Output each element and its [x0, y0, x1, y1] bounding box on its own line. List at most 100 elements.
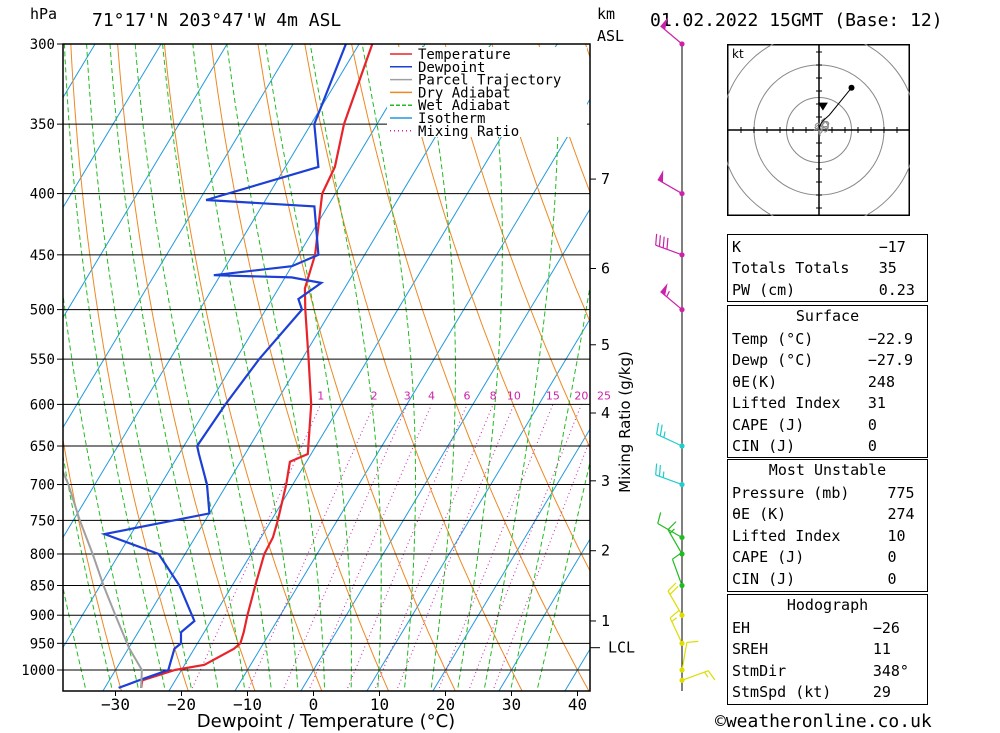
wind-barb-dot: [679, 612, 685, 618]
most-unstable-index-label: CAPE (J): [732, 548, 805, 567]
pressure-tick-label: 950: [30, 636, 55, 652]
surface-index-row: Lifted Index 31: [728, 393, 927, 415]
hodograph-index-value: 29: [872, 683, 891, 702]
pressure-tick-label: 550: [30, 352, 55, 368]
mixing-ratio-label: 2: [371, 389, 378, 402]
legend-entry: Dry Adiabat: [418, 85, 511, 101]
most-unstable-index-label: CIN (J): [732, 569, 796, 588]
most-unstable-index-value: 775: [887, 483, 915, 502]
copyright-footer[interactable]: ©weatheronline.co.uk: [715, 711, 932, 732]
dry-adiabat-line: [719, 26, 720, 695]
most-unstable-index-value: 0: [887, 569, 897, 588]
pressure-tick-label: 900: [30, 608, 55, 624]
wind-barb-shaft: [655, 474, 683, 486]
mixing-ratio-line: [308, 404, 432, 691]
dry-adiabat-line: [63, 437, 123, 691]
wind-barb-shaft: [671, 558, 683, 586]
surface-index-value: −22.9: [867, 329, 914, 348]
hpa-unit-label: hPa: [30, 5, 58, 23]
general-index-value: 0.23: [878, 280, 915, 299]
mixing-ratio-label: 3: [404, 389, 411, 402]
wind-barb: [671, 552, 685, 589]
isotherm-line: [366, 318, 590, 691]
wind-barb-flag: [667, 582, 677, 592]
surface-index-row: CAPE (J) 0: [728, 414, 927, 436]
pressure-tick-label: 500: [30, 303, 55, 319]
isotherm-line: [234, 98, 590, 691]
legend-entry: Dewpoint: [418, 60, 485, 76]
wind-barb-flag: [707, 670, 716, 681]
km-tick-label: 5: [601, 336, 610, 354]
general-index-row: PW (cm) 0.23: [728, 279, 927, 301]
mixing-ratio-line: [468, 404, 582, 691]
wind-barb-flag: [666, 237, 669, 250]
temperature-tick-label: −30: [101, 695, 130, 714]
wind-barb-pennant: [660, 283, 668, 296]
storm-motion-marker: [817, 102, 828, 111]
surface-index-row: θE(K) 248: [728, 371, 927, 393]
wind-barb: [679, 670, 716, 683]
km-tick-label: 6: [601, 260, 610, 278]
most-unstable-index-value: 10: [887, 526, 906, 545]
wind-barb-flag: [686, 640, 699, 644]
wind-barb-flag: [662, 236, 665, 249]
most-unstable-index-row: θE (K) 274: [728, 504, 927, 526]
hodograph-index-value: 348°: [872, 661, 909, 680]
dry-adiabat-line: [70, 44, 189, 691]
most-unstable-section-title: Most Unstable: [768, 461, 887, 479]
wet-adiabat-line: [509, 283, 590, 691]
station-location: 71°17'N 203°47'W 4m ASL: [92, 10, 342, 31]
wind-barb-shaft: [667, 590, 683, 616]
most-unstable-index-value: 0: [887, 548, 897, 567]
wind-barb-shaft: [657, 179, 683, 195]
legend-entry: Wet Adiabat: [418, 98, 511, 114]
surface-index-label: CAPE (J): [732, 415, 805, 434]
isotherm-line: [628, 26, 720, 695]
temperature-tick-label: 30: [502, 695, 521, 714]
dry-adiabat-line: [117, 44, 256, 691]
wet-adiabat-line: [226, 44, 326, 691]
isotherm-line: [168, 44, 558, 691]
dry-adiabat-line: [444, 44, 590, 449]
mixing-ratio-line: [492, 438, 590, 691]
dry-adiabat-line: [397, 44, 590, 573]
hodograph-index-label: StmSpd (kt): [732, 683, 832, 702]
hodograph-index-value: 11: [872, 640, 891, 659]
pressure-tick-label: 1000: [21, 663, 55, 679]
mixing-ratio-line: [373, 404, 494, 691]
km-tick-label: 3: [601, 472, 610, 490]
legend-box: [387, 47, 587, 137]
surface-index-value: −27.9: [867, 351, 914, 370]
wind-barb-flag: [657, 512, 662, 524]
wet-adiabat-line: [456, 44, 503, 691]
skewt-diagram: 1 2 3 4 6 8 10 15 20 2530035040045050055060065070…: [21, 17, 720, 732]
wind-barb: [655, 233, 685, 258]
km-tick-label: 2: [601, 542, 610, 560]
temperature-tick-label: 40: [568, 695, 587, 714]
wind-barb-shaft: [681, 670, 709, 681]
wind-barb-pennant: [657, 170, 664, 183]
surface-index-label: CIN (J): [732, 437, 796, 456]
wet-adiabat-line: [134, 44, 246, 691]
pressure-tick-label: 450: [30, 248, 55, 264]
wind-barb-shaft: [655, 244, 683, 256]
wind-barb-halfflag: [663, 431, 666, 438]
pressure-tick-label: 600: [30, 397, 55, 413]
plot-frame: [62, 43, 591, 692]
pressure-tick-label: 850: [30, 578, 55, 594]
isotherm-line: [432, 428, 590, 691]
wind-barb-halfflag: [662, 471, 665, 478]
wet-adiabat-line: [63, 453, 113, 691]
mixing-ratio-label: 1: [317, 389, 324, 402]
mixing-ratio-line: [190, 404, 322, 691]
isotherm-line: [63, 44, 426, 649]
wind-barb-halfflag: [669, 528, 675, 534]
pressure-tick-label: 750: [30, 513, 55, 529]
hodograph-index-row: StmSpd (kt) 29: [728, 682, 927, 704]
pressure-tick-label: 700: [30, 478, 55, 494]
wind-barb-flag: [658, 464, 661, 477]
mixing-ratio-label: 15: [546, 389, 560, 402]
isotherm-line: [498, 538, 590, 691]
wet-adiabat-line: [265, 44, 352, 691]
dry-adiabat-line: [163, 44, 323, 691]
